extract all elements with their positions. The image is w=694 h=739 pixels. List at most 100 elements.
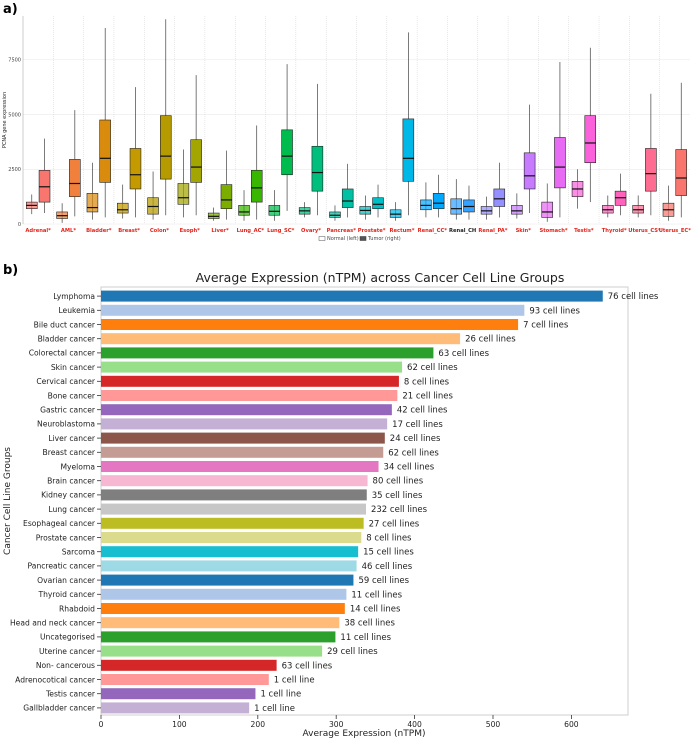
- bar: [101, 517, 364, 529]
- box-tumor: [69, 159, 81, 197]
- box-normal: [116, 202, 129, 214]
- bar-category-label: Non- cancerous: [36, 661, 95, 670]
- bar-category-label: Liver cancer: [48, 434, 96, 443]
- bar-annotation: 17 cell lines: [392, 420, 443, 430]
- bar-annotation: 80 cell lines: [373, 477, 424, 487]
- panel-a-group-label: Breast*: [118, 228, 140, 234]
- box-normal: [541, 201, 553, 218]
- bar: [101, 475, 368, 487]
- bar-category-label: Gallbladder cancer: [23, 704, 96, 713]
- box-tumor: [341, 188, 354, 208]
- bar-annotation: 27 cell lines: [369, 519, 420, 529]
- box-tumor: [311, 145, 324, 192]
- legend-normal-swatch: [318, 236, 326, 241]
- bar: [101, 333, 461, 345]
- bar-annotation: 8 cell lines: [366, 534, 412, 544]
- box-normal: [268, 205, 281, 216]
- bar-annotation: 15 cell lines: [363, 548, 414, 558]
- box-tumor: [402, 118, 415, 182]
- bar-annotation: 1 cell line: [274, 676, 315, 686]
- bar: [101, 631, 336, 643]
- bar-category-label: Lung cancer: [48, 505, 95, 514]
- bar: [101, 390, 398, 401]
- bar: [101, 588, 347, 600]
- box-tumor: [645, 148, 657, 192]
- bar-annotation: 8 cell lines: [404, 377, 450, 387]
- panel-a-group-label: Uterus_EC*: [659, 228, 691, 234]
- bar-category-label: Breast cancer: [43, 448, 96, 457]
- bar: [101, 319, 519, 330]
- panel-a-group-label: Adrenal*: [25, 228, 51, 234]
- box-normal: [450, 198, 463, 215]
- panel-a-group-label: Esoph*: [180, 228, 201, 234]
- bar-annotation: 26 cell lines: [465, 335, 516, 345]
- bar-category-label: Bone cancer: [48, 391, 96, 400]
- panel-a-group-label: Bladder*: [86, 228, 112, 234]
- bar: [101, 489, 367, 501]
- bar-annotation: 11 cell lines: [351, 590, 402, 600]
- bar-annotation: 11 cell lines: [340, 633, 391, 643]
- box-tumor: [99, 119, 111, 183]
- panel-b-label: b): [3, 263, 18, 278]
- panel-a-y-tick-label: 7500: [8, 58, 21, 64]
- panel-a-group-label: Renal_CH: [449, 228, 476, 234]
- bar-category-label: Leukemia: [58, 306, 95, 315]
- bar: [101, 461, 379, 472]
- bar-category-label: Skin cancer: [51, 363, 96, 372]
- bar-category-label: Rhabdoid: [59, 604, 95, 613]
- panel-a-group-label: Rectum*: [390, 228, 415, 234]
- bar-category-label: Cervical cancer: [36, 377, 96, 386]
- bar-annotation: 76 cell lines: [608, 292, 659, 302]
- bar-annotation: 14 cell lines: [350, 605, 401, 615]
- panel-a-group-label: Pancreas*: [327, 228, 357, 234]
- panel-a-label: a): [3, 2, 18, 17]
- panel-a-group-label: Ovary*: [301, 228, 321, 234]
- bar: [101, 560, 357, 572]
- bar: [101, 674, 269, 685]
- bar-category-label: Myeloma: [60, 462, 95, 471]
- bar-annotation: 62 cell lines: [407, 363, 458, 373]
- panel-a-y-tick-label: 5000: [8, 112, 21, 118]
- bar-category-label: Lymphoma: [53, 292, 95, 301]
- bar-category-label: Kidney cancer: [41, 491, 96, 500]
- bar: [101, 702, 250, 714]
- bar: [101, 304, 525, 316]
- box-tumor: [493, 188, 506, 207]
- panel-b-title: Average Expression (nTPM) across Cancer …: [196, 270, 565, 285]
- bar-annotation: 1 cell line: [254, 704, 295, 714]
- bar-annotation: 35 cell lines: [372, 491, 423, 501]
- bar: [101, 645, 323, 657]
- panel-a-group-label: Prostate*: [358, 228, 386, 234]
- panel-a-boxplot: 0 2500 5000 7500 Adrenal* AML* Bladder* Breast…: [2, 16, 691, 242]
- box-tumor: [220, 184, 233, 209]
- bar-category-label: Neuroblastoma: [37, 420, 95, 429]
- panel-a-group-label: AML*: [61, 228, 76, 234]
- box-tumor: [523, 152, 536, 190]
- box-tumor: [129, 148, 142, 190]
- legend-tumor-label: Tumor (right): [367, 236, 401, 242]
- panel-a-group-label: Renal_PA*: [478, 228, 507, 234]
- bar-annotation: 7 cell lines: [523, 321, 569, 331]
- panel-a-group-label: Stomach*: [539, 228, 567, 234]
- bar: [101, 617, 340, 629]
- box-tumor: [675, 149, 687, 196]
- box-normal: [511, 205, 523, 215]
- bar-category-label: Ovarian cancer: [37, 576, 96, 585]
- bar: [101, 290, 603, 302]
- bar: [101, 603, 345, 614]
- panel-a-group-label: Uterus_CS*: [628, 228, 661, 234]
- bar: [101, 375, 399, 387]
- panel-b-x-tick-label: 600: [564, 720, 579, 729]
- bar-category-label: Adrenocotical cancer: [15, 675, 96, 684]
- bar-category-label: Gastric cancer: [40, 406, 96, 415]
- panel-b-plot-frame: [100, 286, 629, 716]
- box-normal: [238, 205, 250, 216]
- bar: [101, 347, 434, 359]
- bar-annotation: 59 cell lines: [358, 576, 409, 586]
- legend-tumor-swatch: [359, 236, 367, 241]
- bar: [101, 532, 362, 543]
- bar: [101, 574, 354, 586]
- box-tumor: [584, 115, 597, 163]
- bar-annotation: 232 cell lines: [371, 505, 428, 515]
